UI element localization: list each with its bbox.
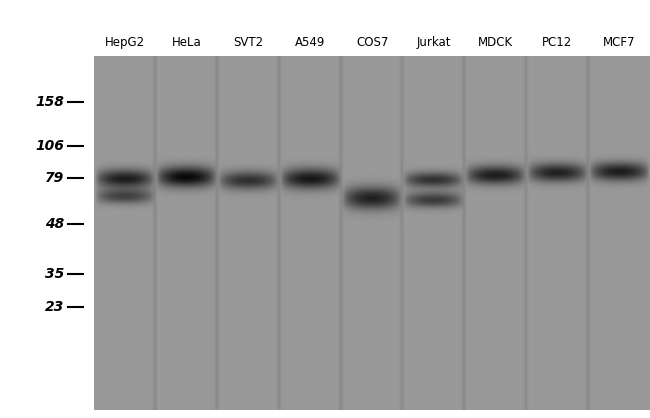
Text: MCF7: MCF7 <box>603 36 636 49</box>
Text: 158: 158 <box>35 95 64 110</box>
Text: SVT2: SVT2 <box>233 36 264 49</box>
Text: HeLa: HeLa <box>172 36 202 49</box>
Text: 48: 48 <box>45 217 64 231</box>
Text: 106: 106 <box>35 140 64 153</box>
Text: 35: 35 <box>45 267 64 280</box>
Text: MDCK: MDCK <box>478 36 514 49</box>
Text: 23: 23 <box>45 300 64 314</box>
Text: Jurkat: Jurkat <box>417 36 451 49</box>
Text: COS7: COS7 <box>356 36 388 49</box>
Text: PC12: PC12 <box>542 36 573 49</box>
Text: HepG2: HepG2 <box>105 36 145 49</box>
Text: 79: 79 <box>45 171 64 185</box>
Text: A549: A549 <box>295 36 326 49</box>
